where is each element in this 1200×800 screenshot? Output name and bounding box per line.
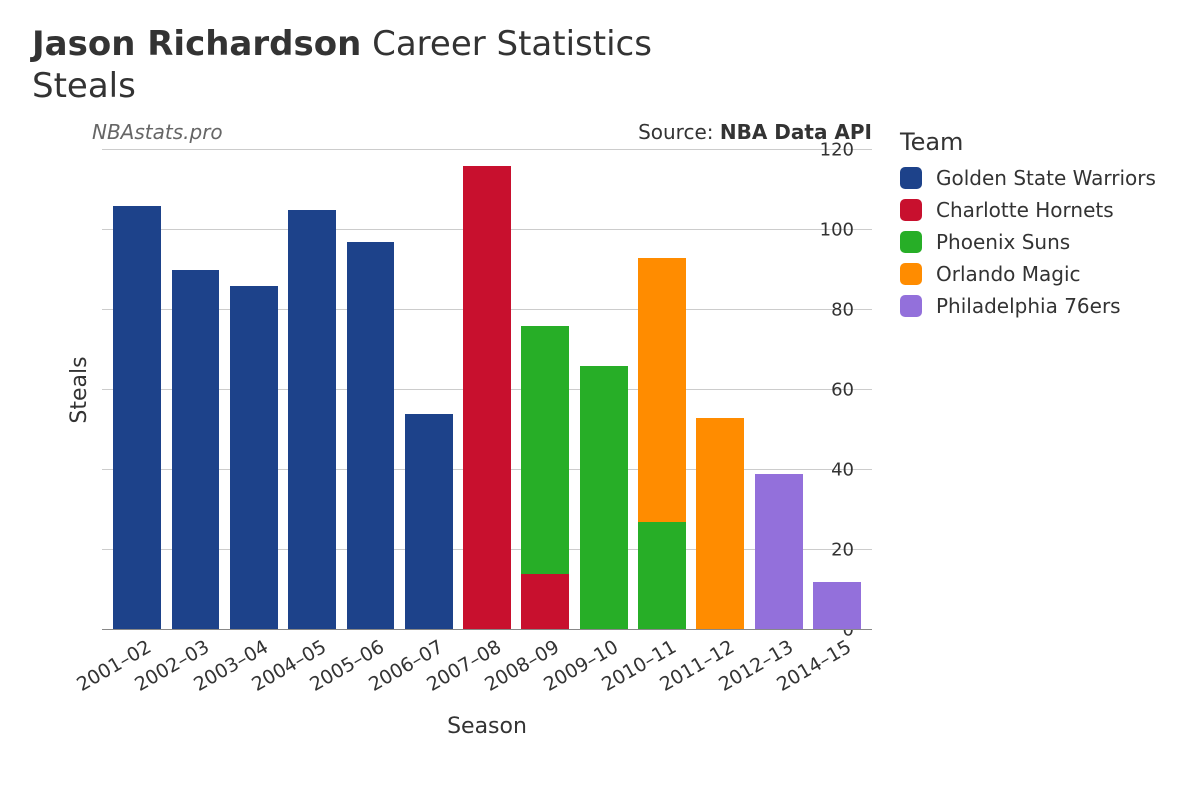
bar-slot [458,150,516,630]
legend-swatch [900,231,922,253]
bar [638,150,686,630]
legend-label: Philadelphia 76ers [936,294,1121,318]
annotation-row: NBAstats.pro Source: NBA Data API [92,120,872,144]
source-prefix: Source: [638,120,720,144]
legend-swatch [900,263,922,285]
bar-segment [521,574,569,630]
bar-segment [813,582,861,630]
chart-container: Jason Richardson Career Statistics Steal… [0,0,1200,739]
bar [463,150,511,630]
bar [113,150,161,630]
bar [755,150,803,630]
bar [288,150,336,630]
bar [521,150,569,630]
legend-label: Charlotte Hornets [936,198,1114,222]
plot-column: NBAstats.pro Source: NBA Data API Steals… [32,124,872,739]
bars [102,150,872,630]
legend-item: Orlando Magic [900,262,1156,286]
legend-swatch [900,199,922,221]
legend-label: Phoenix Suns [936,230,1070,254]
player-name: Jason Richardson [32,24,361,64]
bar-slot [749,150,807,630]
legend: Team Golden State Warriors Charlotte Horn… [900,128,1156,739]
bar-segment [580,366,628,630]
y-axis-title: Steals [67,356,92,423]
x-axis-title: Season [102,714,872,739]
bar [230,150,278,630]
bar-segment [172,270,220,630]
legend-title: Team [900,128,1156,156]
bar-slot [225,150,283,630]
site-watermark: NBAstats.pro [92,120,223,144]
bar [580,150,628,630]
bar-segment [288,210,336,630]
legend-item: Philadelphia 76ers [900,294,1156,318]
bar-slot [808,150,866,630]
bar-slot [283,150,341,630]
chart-body: NBAstats.pro Source: NBA Data API Steals… [32,124,1168,739]
chart-title-line2: Steals [32,66,1168,106]
legend-swatch [900,167,922,189]
bar-slot [575,150,633,630]
bar-slot [633,150,691,630]
bar-slot [691,150,749,630]
bar [696,150,744,630]
bar-segment [230,286,278,630]
legend-swatch [900,295,922,317]
title-suffix: Career Statistics [372,24,652,64]
bar-segment [696,418,744,630]
plot-area: Steals 020406080100120 2001–022002–03200… [102,150,872,630]
bar-slot [108,150,166,630]
bar [405,150,453,630]
legend-item: Phoenix Suns [900,230,1156,254]
chart-title-line1: Jason Richardson Career Statistics [32,24,1168,64]
bar-segment [463,166,511,630]
legend-item: Charlotte Hornets [900,198,1156,222]
bar-segment [113,206,161,630]
x-tick-slot: 2014–15 [808,630,866,700]
bar-segment [755,474,803,630]
bar-slot [341,150,399,630]
bar-slot [516,150,574,630]
bar [172,150,220,630]
bar-slot [166,150,224,630]
x-tick-labels: 2001–022002–032003–042004–052005–062006–… [102,630,872,700]
legend-label: Orlando Magic [936,262,1081,286]
bar-segment [521,326,569,574]
legend-item: Golden State Warriors [900,166,1156,190]
bar-segment [347,242,395,630]
bar-slot [400,150,458,630]
bar [813,150,861,630]
bar-segment [638,522,686,630]
bar [347,150,395,630]
legend-items: Golden State Warriors Charlotte Hornets Ph… [900,166,1156,318]
bar-segment [405,414,453,630]
legend-label: Golden State Warriors [936,166,1156,190]
bar-segment [638,258,686,522]
